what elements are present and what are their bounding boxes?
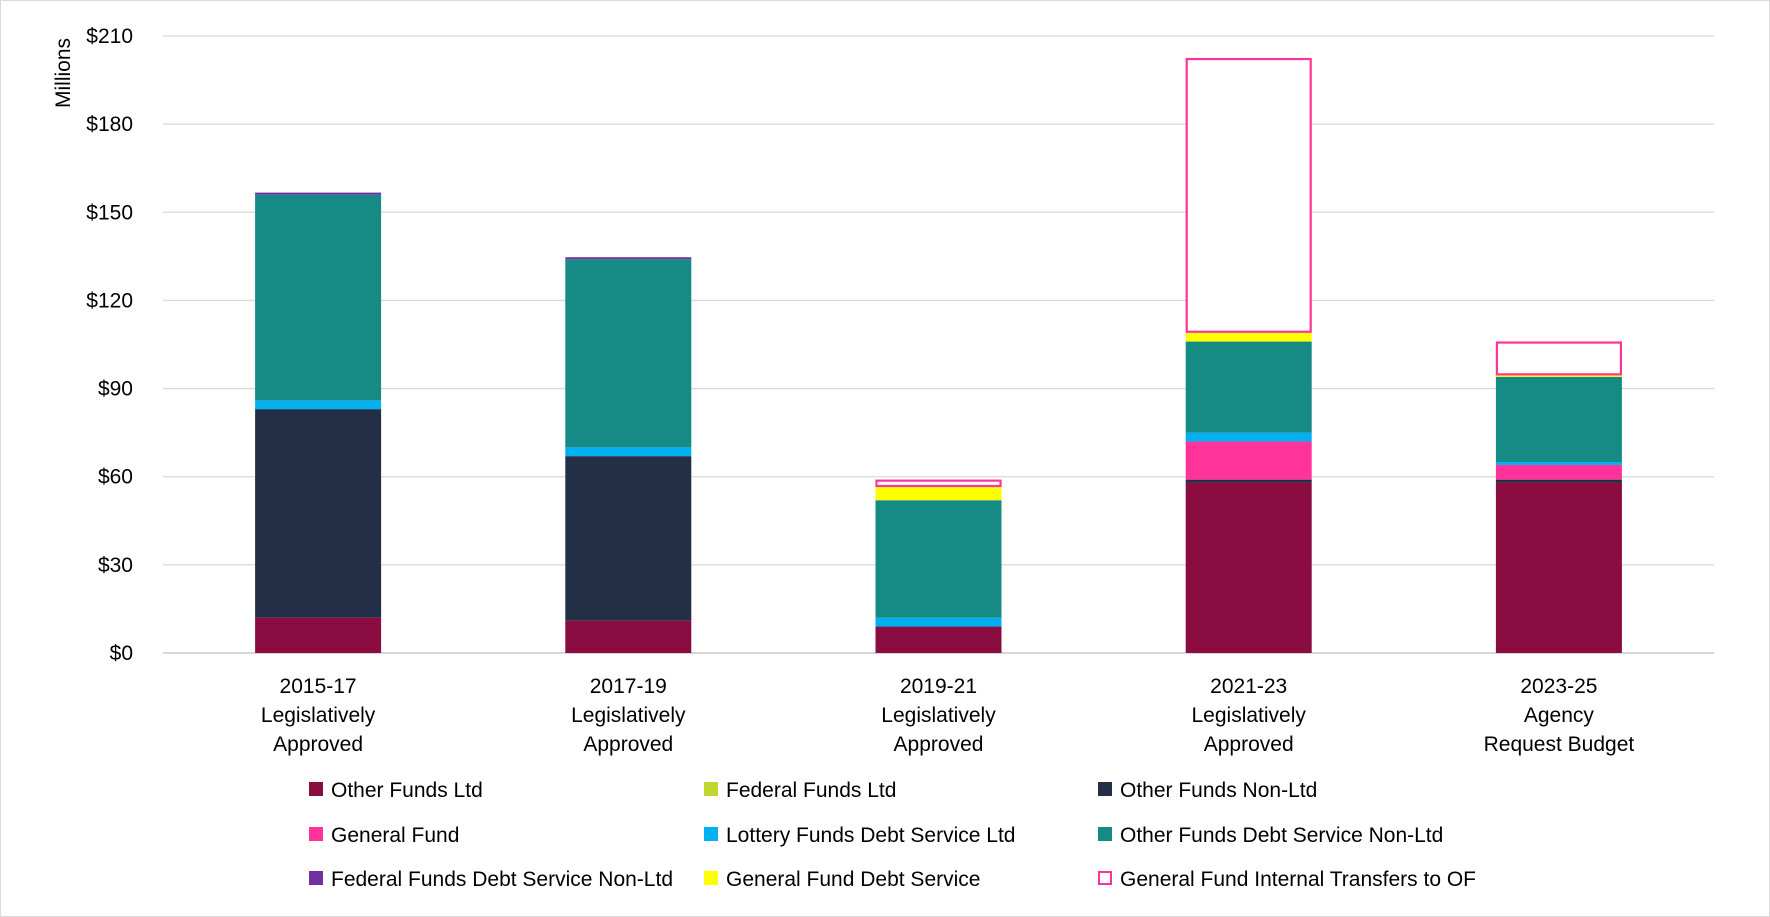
- y-tick-label: $0: [110, 642, 133, 665]
- legend-label: Other Funds Ltd: [331, 779, 483, 802]
- bar-segment: [565, 456, 692, 621]
- legend-label: Federal Funds Ltd: [726, 779, 896, 802]
- y-axis-title: Millions: [52, 38, 75, 108]
- bar-segment: [1495, 376, 1622, 463]
- legend-swatch: [1098, 827, 1112, 841]
- bar-segment: [875, 479, 1002, 488]
- x-category-label: 2023-25 Agency Request Budget: [1484, 675, 1635, 756]
- bar-segment: [1185, 432, 1312, 442]
- bars: [255, 57, 1623, 653]
- bar-segment: [255, 400, 382, 410]
- bar-segment: [875, 500, 1002, 618]
- bar-segment: [1185, 341, 1312, 433]
- x-category-label: 2015-17 Legislatively Approved: [261, 675, 376, 756]
- bar-segment: [1185, 57, 1312, 333]
- bar-segment: [565, 259, 692, 448]
- bar-segment: [1185, 482, 1312, 653]
- x-axis-categories: 2015-17 Legislatively Approved 2017-19 Legis…: [261, 675, 1634, 756]
- bar-segment: [1495, 464, 1622, 480]
- bar-segment: [875, 486, 1002, 501]
- bar-segment: [875, 617, 1002, 627]
- x-category-label: 2017-19 Legislatively Approved: [571, 675, 686, 756]
- y-tick-label: $210: [86, 25, 133, 48]
- bar-segment: [1495, 375, 1622, 377]
- legend-swatch: [309, 871, 323, 885]
- y-tick-label: $180: [86, 113, 133, 136]
- bar-segment: [565, 447, 692, 457]
- legend-label: Lottery Funds Debt Service Ltd: [726, 824, 1015, 847]
- bar-segment: [255, 409, 382, 618]
- legend-label: General Fund: [331, 824, 459, 847]
- bar-segment: [565, 257, 692, 260]
- legend-label: Other Funds Debt Service Non-Ltd: [1120, 824, 1443, 847]
- legend-swatch: [1098, 871, 1112, 885]
- bar-segment: [255, 192, 382, 195]
- legend-label: Federal Funds Debt Service Non-Ltd: [331, 868, 673, 891]
- legend-swatch: [309, 782, 323, 796]
- legend-label: General Fund Internal Transfers to OF: [1120, 868, 1476, 891]
- x-category-label: 2019-21 Legislatively Approved: [881, 675, 996, 756]
- bar-segment: [1185, 332, 1312, 342]
- legend-swatch: [704, 871, 718, 885]
- y-tick-label: $120: [86, 289, 133, 312]
- bar-segment: [875, 626, 1002, 653]
- legend-swatch: [704, 827, 718, 841]
- bar-segment: [1495, 482, 1622, 653]
- bar-segment: [255, 617, 382, 653]
- bar-segment: [565, 620, 692, 653]
- bar-segment: [1495, 479, 1622, 483]
- legend-swatch: [1098, 782, 1112, 796]
- legend-label: General Fund Debt Service: [726, 868, 980, 891]
- bar-segment: [1185, 441, 1312, 480]
- y-tick-label: $150: [86, 201, 133, 224]
- bar-segment: [1185, 479, 1312, 483]
- legend: Other Funds Ltd Federal Funds Ltd Other Fu…: [309, 779, 1476, 891]
- gridlines: [163, 35, 1714, 654]
- bar-segment: [1495, 341, 1623, 376]
- y-axis-ticks: $0 $30 $60 $90 $120 $150 $180 $210: [86, 25, 133, 665]
- y-tick-label: $30: [98, 554, 133, 577]
- legend-swatch: [309, 827, 323, 841]
- legend-label: Other Funds Non-Ltd: [1120, 779, 1317, 802]
- y-tick-label: $90: [98, 378, 133, 401]
- y-tick-label: $60: [98, 466, 133, 489]
- x-category-label: 2021-23 Legislatively Approved: [1191, 675, 1306, 756]
- bar-segment: [255, 194, 382, 401]
- bar-segment: [1495, 462, 1622, 465]
- legend-swatch: [704, 782, 718, 796]
